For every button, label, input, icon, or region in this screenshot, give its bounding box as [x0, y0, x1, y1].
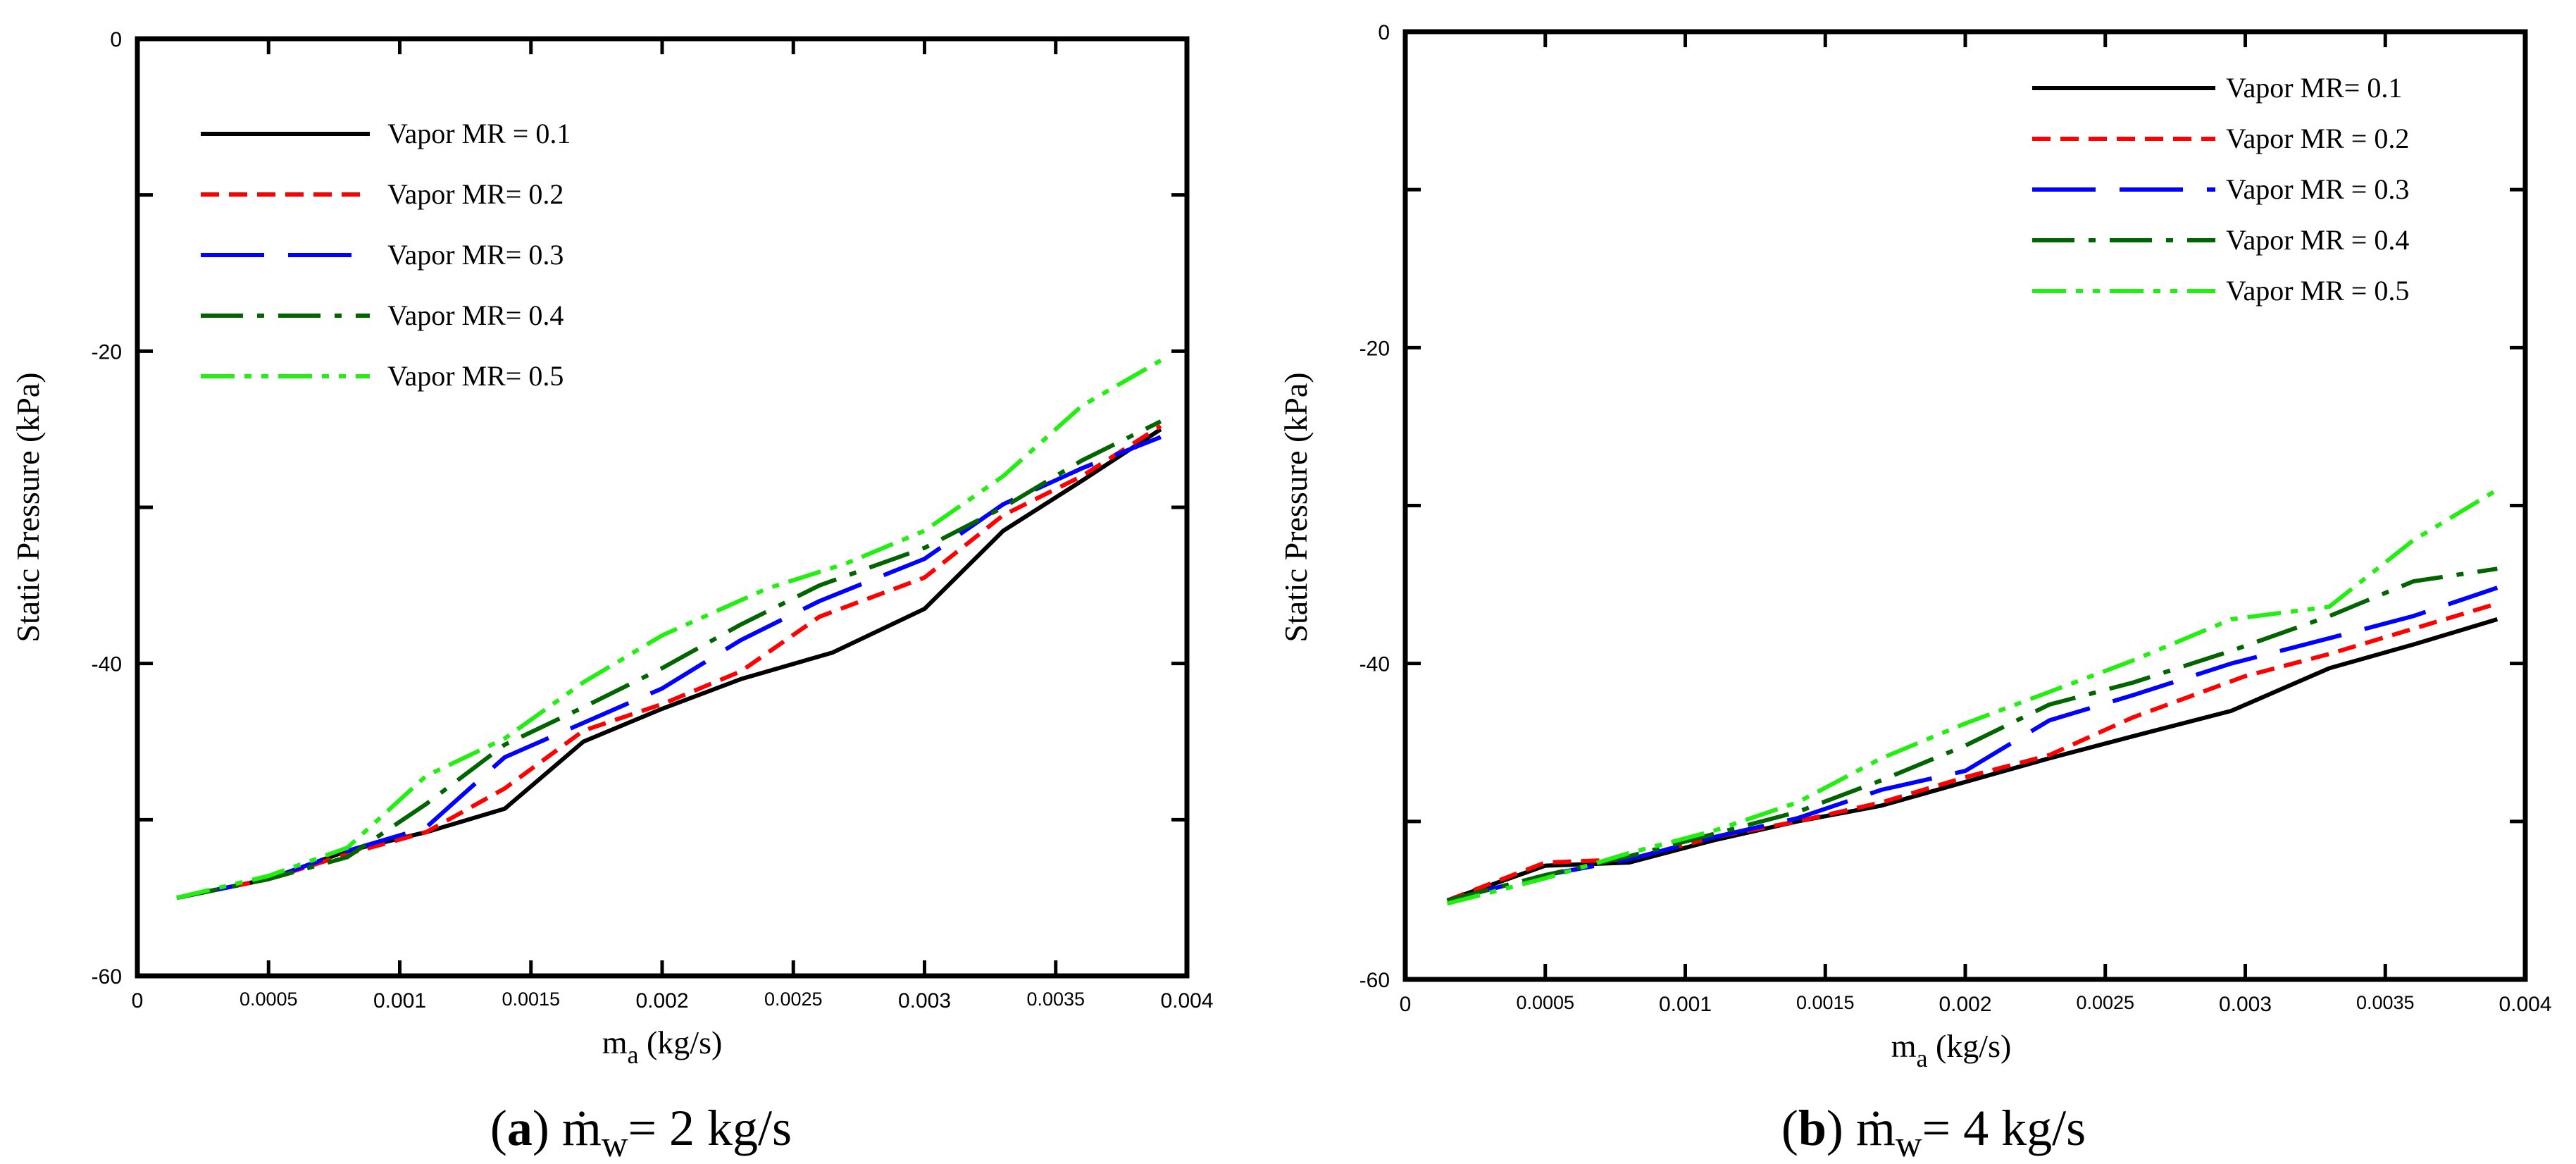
x-tick-label: 0.0025: [2076, 992, 2134, 1013]
x-tick-label: 0.0025: [764, 989, 823, 1010]
legend-label-4: Vapor MR= 0.4: [387, 299, 564, 331]
x-tick-label: 0.001: [373, 989, 426, 1013]
x-tick-label: 0.002: [635, 989, 688, 1013]
legend-label-4: Vapor MR = 0.4: [2226, 224, 2409, 256]
x-tick-label: 0.0035: [1026, 989, 1085, 1010]
series-line-3: [1446, 586, 2499, 903]
legend-label-2: Vapor MR= 0.2: [387, 178, 564, 210]
x-tick-label: 0.004: [1160, 989, 1213, 1013]
y-tick-label: -60: [1359, 969, 1390, 992]
y-axis-title: Static Pressure (kPa): [1278, 372, 1314, 642]
series-line-5: [1446, 488, 2499, 906]
series-line-2: [176, 424, 1162, 900]
x-tick-label: 0.0015: [1796, 992, 1855, 1013]
series-line-4: [176, 419, 1162, 900]
plot-frame: [135, 36, 1190, 979]
series-line-1: [1446, 617, 2499, 903]
x-tick-label: 0.0015: [502, 989, 560, 1010]
chart-panel-a: 0 -20 -40 -60 0 0.0005 0.001 0.0015 0.002 0.0025 0…: [10, 28, 1214, 1164]
y-tick-label: -40: [1359, 653, 1390, 676]
x-tick-label: 0.001: [1659, 993, 1712, 1016]
panel-caption: (b) ṁw= 4 kg/s: [1781, 1100, 2086, 1164]
legend-label-1: Vapor MR = 0.1: [387, 118, 571, 149]
legend-label-3: Vapor MR = 0.3: [2226, 173, 2409, 205]
y-tick-label: -60: [92, 965, 122, 989]
legend-label-5: Vapor MR= 0.5: [387, 360, 564, 392]
series-line-2: [1446, 601, 2499, 903]
x-tick-label: 0: [132, 989, 144, 1013]
x-tick-label: 0.002: [1939, 993, 1991, 1016]
y-tick-label: 0: [1378, 21, 1390, 44]
y-tick-label: -20: [92, 340, 122, 364]
x-tick-label: 0: [1400, 993, 1412, 1016]
legend-label-2: Vapor MR = 0.2: [2226, 123, 2409, 154]
y-axis-title: Static Pressure (kPa): [10, 372, 46, 642]
legend-label-3: Vapor MR= 0.3: [387, 239, 564, 271]
x-axis-title: ma (kg/s): [1891, 1028, 2012, 1072]
x-tick-label: 0.003: [898, 989, 951, 1013]
x-tick-label: 0.0035: [2356, 992, 2415, 1013]
series-line-4: [1446, 566, 2498, 903]
series-line-3: [176, 435, 1162, 900]
x-tick-label: 0.0005: [239, 989, 298, 1010]
panel-caption: (a) ṁw= 2 kg/s: [490, 1100, 792, 1164]
x-tick-label: 0.003: [2219, 993, 2272, 1016]
y-tick-label: -40: [92, 653, 122, 676]
series-line-5: [176, 358, 1162, 900]
y-tick-label: 0: [110, 28, 122, 51]
y-tick-label: -20: [1359, 337, 1390, 360]
legend-label-1: Vapor MR= 0.1: [2226, 72, 2402, 104]
x-axis-title: ma (kg/s): [602, 1024, 723, 1069]
x-tick-label: 0.0005: [1516, 992, 1574, 1013]
legend-label-5: Vapor MR = 0.5: [2226, 275, 2409, 307]
chart-panel-b: 0 -20 -40 -60 0 0.0005 0.001 0.0015 0.002 0.0025 0…: [1278, 21, 2552, 1164]
x-tick-label: 0.004: [2499, 993, 2551, 1016]
